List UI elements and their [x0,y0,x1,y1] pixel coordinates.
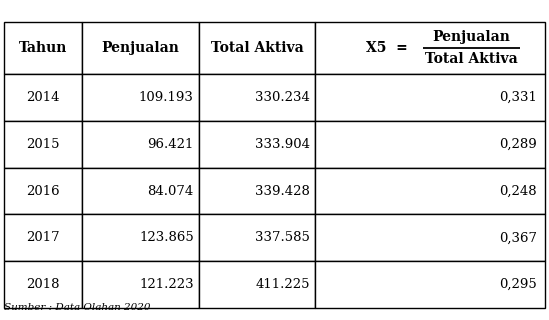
Text: Total Aktiva: Total Aktiva [211,41,303,55]
Bar [82,22,199,74]
Text: 330.234: 330.234 [255,91,310,104]
Bar [199,74,315,121]
Bar [315,121,545,168]
Bar [4,168,82,214]
Text: 2018: 2018 [26,278,60,291]
Text: 0,331: 0,331 [499,91,537,104]
Bar [199,214,315,261]
Bar [82,121,199,168]
Text: 337.585: 337.585 [255,231,310,244]
Text: 2014: 2014 [26,91,60,104]
Bar [199,261,315,308]
Bar [4,74,82,121]
Bar [4,121,82,168]
Text: 0,289: 0,289 [499,138,537,151]
Bar [315,214,545,261]
Text: 84.074: 84.074 [148,185,194,197]
Bar [82,74,199,121]
Text: 2016: 2016 [26,185,60,197]
Bar [315,74,545,121]
Bar [199,121,315,168]
Text: X5  =: X5 = [366,41,407,55]
Text: Penjualan: Penjualan [102,41,180,55]
Bar [4,214,82,261]
Text: 2015: 2015 [26,138,60,151]
Bar [82,214,199,261]
Bar [82,261,199,308]
Text: 109.193: 109.193 [139,91,194,104]
Text: 339.428: 339.428 [255,185,310,197]
Bar [315,22,545,74]
Text: Total Aktiva: Total Aktiva [425,52,518,66]
Text: 121.223: 121.223 [139,278,194,291]
Text: Penjualan: Penjualan [433,30,511,44]
Text: 0,248: 0,248 [500,185,537,197]
Bar [4,22,82,74]
Text: 96.421: 96.421 [147,138,194,151]
Text: Sumber : Data Olahan 2020: Sumber : Data Olahan 2020 [4,303,150,312]
Text: 411.225: 411.225 [256,278,310,291]
Bar [315,261,545,308]
Bar [315,168,545,214]
Bar [199,22,315,74]
Bar [199,168,315,214]
Text: 123.865: 123.865 [139,231,194,244]
Bar [82,168,199,214]
Text: Tahun: Tahun [19,41,68,55]
Bar [4,261,82,308]
Text: 0,295: 0,295 [499,278,537,291]
Text: 2017: 2017 [26,231,60,244]
Text: 0,367: 0,367 [499,231,537,244]
Text: 333.904: 333.904 [255,138,310,151]
